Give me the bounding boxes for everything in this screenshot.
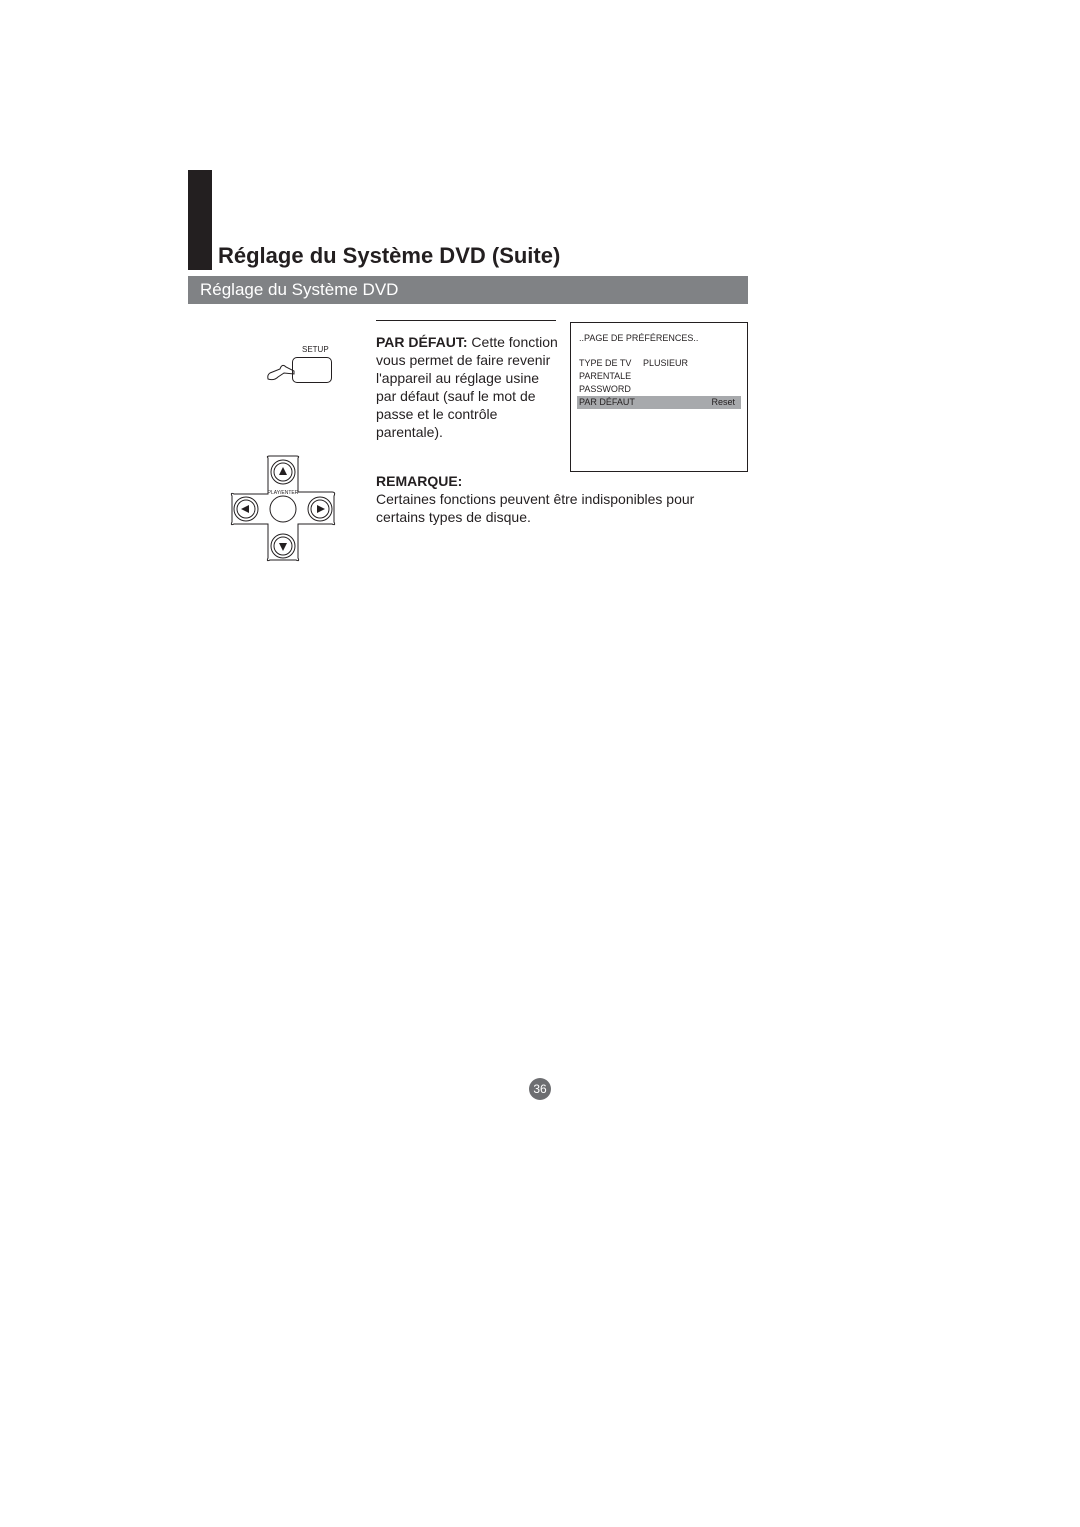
- preferences-screen-title: ..PAGE DE PRÉFÉRENCES..: [579, 333, 739, 343]
- preferences-row: PASSWORD: [579, 383, 739, 396]
- preferences-row-value: [641, 383, 739, 396]
- preferences-row-label: PAR DÉFAUT: [579, 396, 641, 409]
- preferences-screen: ..PAGE DE PRÉFÉRENCES.. TYPE DE TVPLUSIE…: [570, 322, 748, 472]
- remarque-title: REMARQUE:: [376, 473, 462, 489]
- preferences-row-label: PARENTALE: [579, 370, 641, 383]
- preferences-row-label: TYPE DE TV: [579, 357, 641, 370]
- setup-button-outline: [292, 357, 332, 383]
- remarque-block: REMARQUE: Certaines fonctions peuvent êt…: [376, 472, 736, 526]
- par-defaut-bold: PAR DÉFAUT:: [376, 334, 468, 350]
- preferences-rows-container: TYPE DE TVPLUSIEURPARENTALEPASSWORDPAR D…: [579, 357, 739, 409]
- section-title-vbar: [188, 170, 212, 270]
- pointing-hand-icon: [266, 361, 296, 383]
- divider-line: [376, 320, 556, 321]
- preferences-row: PAR DÉFAUTReset: [577, 396, 741, 409]
- page-number: 36: [529, 1078, 551, 1100]
- preferences-row-label: PASSWORD: [579, 383, 641, 396]
- preferences-row: PARENTALE: [579, 370, 739, 383]
- remarque-text: Certaines fonctions peuvent être indispo…: [376, 491, 694, 525]
- manual-page: Réglage du Système DVD (Suite) Réglage d…: [0, 0, 1080, 1527]
- dpad-diagram: PLAY/ENTER: [228, 454, 338, 564]
- preferences-row: TYPE DE TVPLUSIEUR: [579, 357, 739, 370]
- setup-label: SETUP: [302, 345, 329, 354]
- preferences-row-value: PLUSIEUR: [641, 357, 739, 370]
- setup-button-diagram: SETUP: [262, 345, 342, 390]
- page-number-wrap: 36: [0, 1078, 1080, 1100]
- section-title: Réglage du Système DVD (Suite): [212, 243, 560, 269]
- preferences-row-value: [641, 370, 739, 383]
- par-defaut-description: PAR DÉFAUT: Cette fonction vous permet d…: [376, 333, 558, 441]
- dpad-center-label: PLAY/ENTER: [268, 490, 299, 496]
- subheader: Réglage du Système DVD: [188, 276, 748, 304]
- preferences-row-value: Reset: [641, 396, 739, 409]
